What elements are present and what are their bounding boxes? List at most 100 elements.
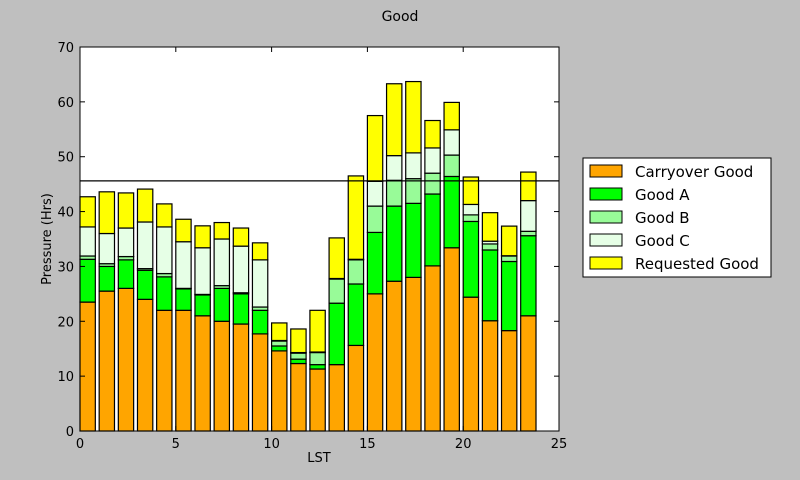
bar-requested-good-6 bbox=[194, 225, 211, 249]
y-tick-label: 70 bbox=[57, 41, 74, 56]
bar-requested-good-17 bbox=[405, 80, 422, 154]
bar-good-b-21 bbox=[481, 243, 499, 251]
bar-good-c-4 bbox=[156, 226, 173, 275]
bar-good-a-10 bbox=[271, 345, 288, 352]
bar-good-c-0 bbox=[79, 226, 96, 257]
bar-good-a-12 bbox=[309, 364, 326, 370]
bar-requested-good-18 bbox=[424, 119, 441, 149]
x-tick-label: 25 bbox=[551, 437, 568, 452]
x-tick-label: 0 bbox=[76, 437, 84, 452]
y-tick-label: 10 bbox=[57, 370, 74, 385]
bar-good-a-14 bbox=[347, 283, 365, 347]
bar-requested-good-16 bbox=[385, 83, 403, 157]
bar-carryover-good-11 bbox=[290, 362, 307, 432]
x-tick-label: 15 bbox=[359, 437, 376, 452]
bars bbox=[79, 80, 537, 432]
bar-carryover-good-5 bbox=[175, 309, 192, 432]
bar-carryover-good-15 bbox=[366, 293, 384, 432]
bar-good-a-6 bbox=[194, 294, 211, 317]
y-tick-label: 40 bbox=[57, 206, 74, 221]
bar-good-c-19 bbox=[443, 129, 460, 156]
bar-requested-good-21 bbox=[481, 212, 499, 242]
bar-good-c-20 bbox=[462, 203, 480, 216]
bar-good-c-9 bbox=[251, 259, 269, 308]
bar-good-b-11 bbox=[290, 352, 307, 360]
bar-good-a-7 bbox=[213, 287, 231, 322]
bar-good-b-15 bbox=[366, 205, 384, 234]
bar-good-b-22 bbox=[500, 255, 518, 263]
bar-requested-good-12 bbox=[309, 309, 326, 353]
bar-carryover-good-23 bbox=[520, 315, 537, 432]
bar-good-a-18 bbox=[424, 193, 441, 267]
y-tick-label: 20 bbox=[57, 315, 74, 330]
bar-good-b-18 bbox=[424, 172, 441, 195]
bar-good-b-14 bbox=[347, 259, 365, 285]
bar-carryover-good-16 bbox=[385, 280, 403, 432]
bar-carryover-good-22 bbox=[500, 330, 518, 432]
bar-good-a-16 bbox=[385, 205, 403, 282]
bar-requested-good-10 bbox=[271, 322, 288, 342]
bar-good-c-1 bbox=[98, 232, 116, 265]
x-tick-label: 10 bbox=[263, 437, 280, 452]
bar-good-a-3 bbox=[136, 269, 154, 300]
bar-good-a-4 bbox=[156, 276, 173, 311]
bar-good-a-8 bbox=[232, 293, 250, 325]
bar-requested-good-4 bbox=[156, 203, 173, 228]
bar-good-b-16 bbox=[385, 179, 403, 207]
bar-good-c-3 bbox=[136, 221, 154, 270]
bar-good-a-5 bbox=[175, 288, 192, 311]
bar-carryover-good-8 bbox=[232, 323, 250, 432]
legend-swatch bbox=[589, 187, 623, 201]
legend-swatch bbox=[589, 233, 623, 247]
bar-carryover-good-18 bbox=[424, 265, 441, 432]
bar-carryover-good-3 bbox=[136, 298, 154, 432]
bar-good-a-0 bbox=[79, 258, 96, 303]
bar-requested-good-1 bbox=[98, 191, 116, 235]
bar-good-c-18 bbox=[424, 147, 441, 174]
bar-requested-good-7 bbox=[213, 221, 231, 240]
bar-requested-good-2 bbox=[117, 192, 135, 229]
bar-good-c-7 bbox=[213, 238, 231, 287]
bar-requested-good-3 bbox=[136, 188, 154, 223]
bar-good-a-19 bbox=[443, 175, 460, 249]
bar-requested-good-8 bbox=[232, 227, 250, 247]
y-tick-label: 60 bbox=[57, 96, 74, 111]
bar-good-a-11 bbox=[290, 358, 307, 365]
bar-good-a-23 bbox=[520, 235, 537, 317]
bar-good-a-9 bbox=[251, 309, 269, 335]
bar-good-c-8 bbox=[232, 245, 250, 294]
bar-good-b-23 bbox=[520, 230, 537, 237]
bar-good-b-20 bbox=[462, 214, 480, 223]
bar-requested-good-14 bbox=[347, 175, 365, 260]
y-tick-label: 50 bbox=[57, 151, 74, 166]
plot-frame bbox=[79, 46, 560, 432]
bar-carryover-good-4 bbox=[156, 309, 173, 432]
chart-title: Good bbox=[382, 9, 419, 25]
x-tick-label: 20 bbox=[455, 437, 472, 452]
bar-good-c-6 bbox=[194, 247, 211, 296]
legend-label: Carryover Good bbox=[635, 163, 753, 181]
bar-good-b-12 bbox=[309, 351, 326, 366]
bar-good-c-2 bbox=[117, 227, 135, 258]
bar-carryover-good-19 bbox=[443, 247, 460, 432]
bar-good-c-16 bbox=[385, 155, 403, 181]
bar-requested-good-20 bbox=[462, 176, 480, 206]
axis-ticks: 0 5 10 15 20 25 0 10 20 30 40 50 60 70 bbox=[57, 41, 567, 452]
bar-requested-good-13 bbox=[328, 237, 346, 280]
bar-carryover-good-21 bbox=[481, 320, 499, 432]
bar-good-a-22 bbox=[500, 260, 518, 332]
bar-good-a-20 bbox=[462, 220, 480, 298]
legend-swatch bbox=[589, 164, 623, 178]
bar-carryover-good-6 bbox=[194, 315, 211, 432]
bar-carryover-good-1 bbox=[98, 290, 116, 432]
x-tick-label: 5 bbox=[172, 437, 180, 452]
bar-carryover-good-10 bbox=[271, 350, 288, 432]
bar-requested-good-19 bbox=[443, 101, 460, 131]
legend-swatch bbox=[589, 210, 623, 224]
bar-good-a-1 bbox=[98, 265, 116, 292]
bar-good-b-19 bbox=[443, 154, 460, 178]
bar-requested-good-15 bbox=[366, 114, 384, 183]
legend-label: Requested Good bbox=[635, 255, 759, 273]
bar-good-c-17 bbox=[405, 152, 422, 180]
